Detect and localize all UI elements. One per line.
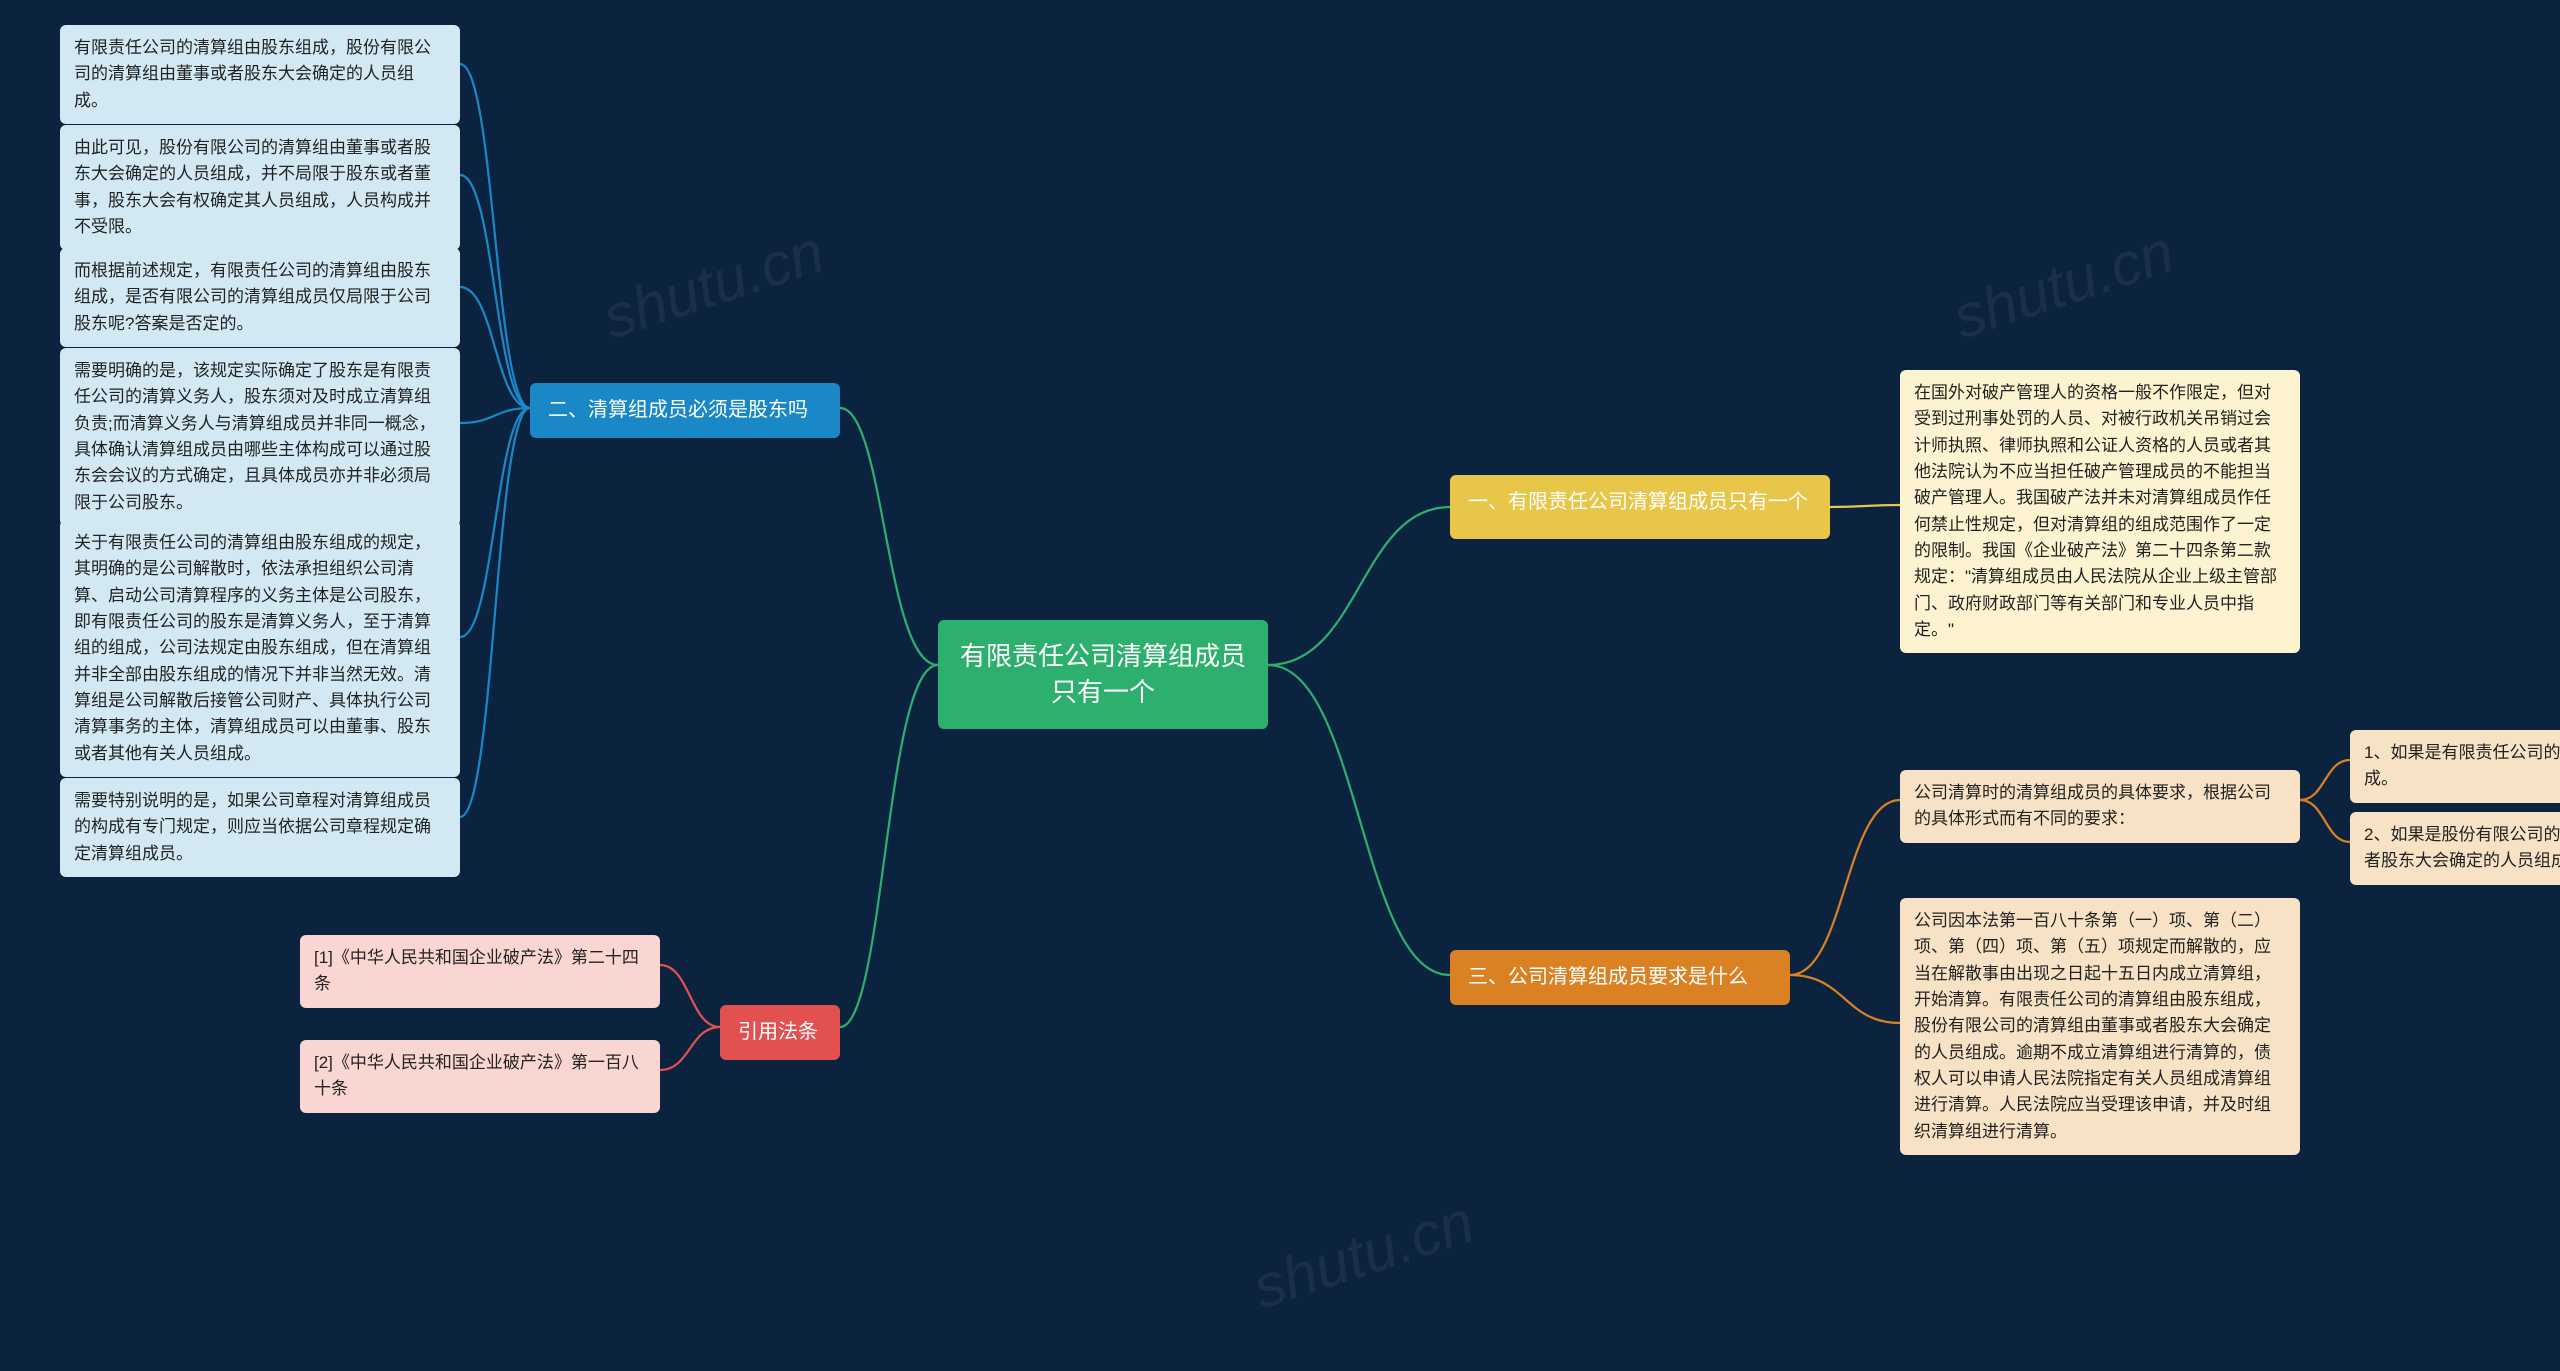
branch-3[interactable]: 三、公司清算组成员要求是什么: [1450, 950, 1790, 1005]
branch-2-leaf-3: 而根据前述规定，有限责任公司的清算组由股东组成，是否有限公司的清算组成员仅局限于…: [60, 248, 460, 347]
connector-line: [2300, 800, 2350, 842]
branch-4-leaf-2: [2]《中华人民共和国企业破产法》第一百八十条: [300, 1040, 660, 1113]
branch-2-leaf-1: 有限责任公司的清算组由股东组成，股份有限公司的清算组由董事或者股东大会确定的人员…: [60, 25, 460, 124]
connector-line: [460, 408, 530, 817]
branch-4-leaf-1: [1]《中华人民共和国企业破产法》第二十四条: [300, 935, 660, 1008]
connector-line: [460, 408, 530, 637]
connector-line: [460, 287, 530, 408]
branch-4[interactable]: 引用法条: [720, 1005, 840, 1060]
watermark: shutu.cn: [1945, 217, 2182, 353]
connector-line: [1268, 507, 1450, 665]
branch-3-leaf-2: 公司因本法第一百八十条第（一）项、第（二）项、第（四）项、第（五）项规定而解散的…: [1900, 898, 2300, 1155]
branch-2-leaf-5: 关于有限责任公司的清算组由股东组成的规定，其明确的是公司解散时，依法承担组织公司…: [60, 520, 460, 777]
connector-line: [460, 175, 530, 408]
branch-1-leaf-1: 在国外对破产管理人的资格一般不作限定，但对受到过刑事处罚的人员、对被行政机关吊销…: [1900, 370, 2300, 653]
watermark: shutu.cn: [595, 217, 832, 353]
connector-line: [1830, 505, 1900, 507]
branch-2-leaf-2: 由此可见，股份有限公司的清算组由董事或者股东大会确定的人员组成，并不局限于股东或…: [60, 125, 460, 250]
branch-3-leaf-1b: 2、如果是股份有限公司的，清算组应由董事或者股东大会确定的人员组成。: [2350, 812, 2560, 885]
connector-line: [2300, 760, 2350, 800]
branch-3-leaf-1a: 1、如果是有限责任公司的，清算组应由股东组成。: [2350, 730, 2560, 803]
connector-line: [840, 408, 938, 665]
connector-line: [1268, 665, 1450, 975]
connector-line: [840, 665, 938, 1027]
branch-3-leaf-1: 公司清算时的清算组成员的具体要求，根据公司的具体形式而有不同的要求：: [1900, 770, 2300, 843]
branch-2[interactable]: 二、清算组成员必须是股东吗: [530, 383, 840, 438]
watermark: shutu.cn: [1245, 1187, 1482, 1323]
connector-line: [1790, 800, 1900, 975]
connector-line: [660, 1027, 720, 1070]
connector-line: [1790, 975, 1900, 1023]
connector-line: [460, 408, 530, 423]
branch-2-leaf-4: 需要明确的是，该规定实际确定了股东是有限责任公司的清算义务人，股东须对及时成立清…: [60, 348, 460, 526]
connector-line: [660, 965, 720, 1027]
branch-1[interactable]: 一、有限责任公司清算组成员只有一个: [1450, 475, 1830, 539]
branch-2-leaf-6: 需要特别说明的是，如果公司章程对清算组成员的构成有专门规定，则应当依据公司章程规…: [60, 778, 460, 877]
connector-line: [460, 64, 530, 408]
root-node[interactable]: 有限责任公司清算组成员只有一个: [938, 620, 1268, 729]
